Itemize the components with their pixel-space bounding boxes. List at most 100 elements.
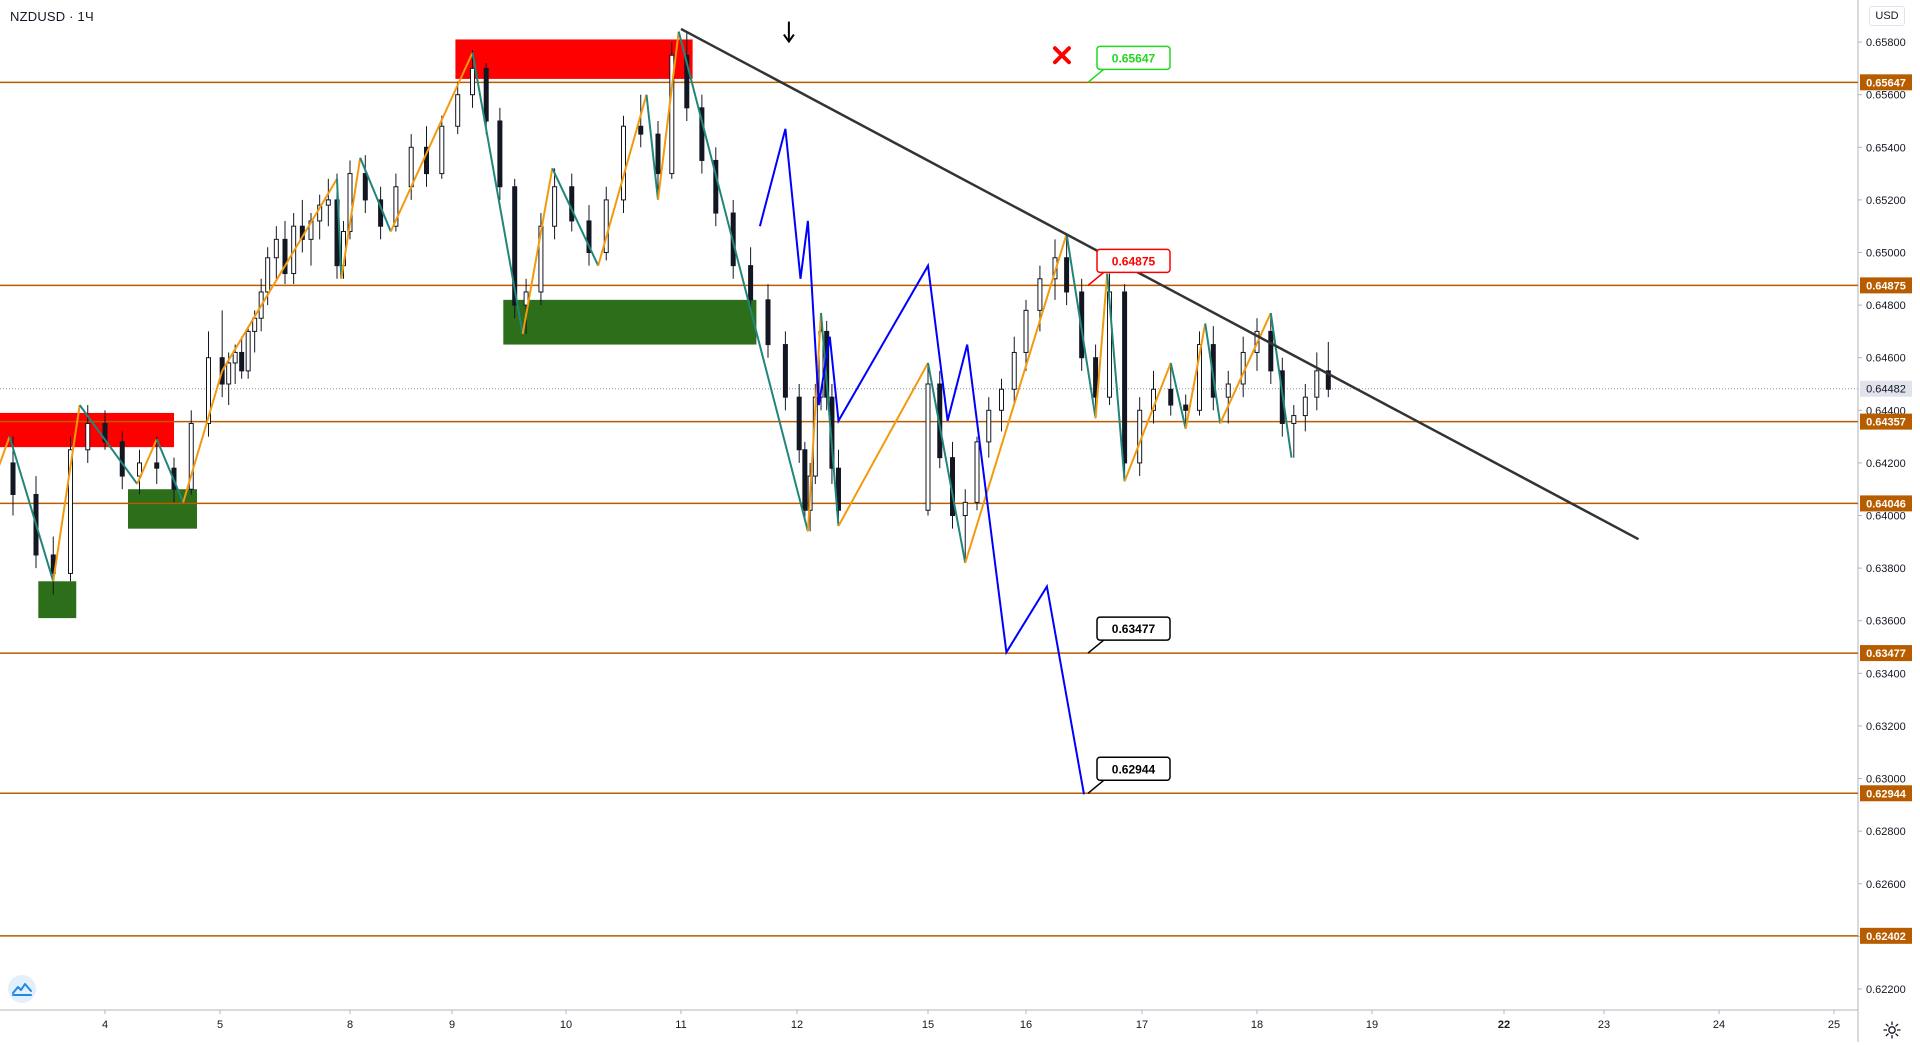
candle-body xyxy=(1168,388,1174,406)
zigzag-down-leg[interactable] xyxy=(645,94,659,201)
level-price-badge[interactable] xyxy=(1860,495,1912,512)
candle xyxy=(796,384,802,463)
candle-body xyxy=(347,173,353,232)
candle xyxy=(362,155,368,214)
zigzag-up-leg[interactable] xyxy=(1219,312,1272,424)
zigzag-down-leg[interactable] xyxy=(1106,273,1126,482)
zigzag-down-leg[interactable] xyxy=(1169,362,1187,429)
zigzag-up-leg[interactable] xyxy=(597,94,648,266)
demand-zone[interactable] xyxy=(128,489,197,529)
candle-body xyxy=(655,133,661,175)
x-axis-tick-label: 19 xyxy=(1366,1019,1378,1031)
candle-body xyxy=(569,186,575,222)
price-callout-target[interactable]: 0.63477 xyxy=(1087,616,1171,654)
zigzag-up-leg[interactable] xyxy=(182,370,224,503)
zigzag-up-leg[interactable] xyxy=(136,438,158,485)
candle-body xyxy=(68,449,73,574)
zigzag-down-leg[interactable] xyxy=(551,167,600,267)
zigzag-down-leg[interactable] xyxy=(1269,312,1293,458)
zigzag-up-leg[interactable] xyxy=(389,52,474,232)
candle-body xyxy=(802,449,808,511)
candle xyxy=(439,115,445,179)
zigzag-up-leg[interactable] xyxy=(1123,362,1172,482)
price-callout-retest[interactable]: 0.64875 xyxy=(1087,248,1171,286)
zigzag-up-leg[interactable] xyxy=(1094,273,1109,419)
zigzag-down-leg[interactable] xyxy=(1204,323,1222,424)
zigzag-down-leg[interactable] xyxy=(359,157,392,232)
zigzag-down-leg[interactable] xyxy=(927,362,967,564)
candle xyxy=(999,378,1004,432)
gear-icon[interactable] xyxy=(1882,1020,1902,1040)
candle xyxy=(1064,234,1070,306)
level-price-badge[interactable] xyxy=(1860,645,1912,662)
zigzag-up-leg[interactable] xyxy=(806,312,823,532)
y-axis-tick-label: 0.65800 xyxy=(1866,37,1906,49)
zigzag-up-leg[interactable] xyxy=(1184,323,1207,429)
candle-body xyxy=(1093,357,1099,398)
current-price-label: 0.64482 xyxy=(1866,384,1906,396)
candle xyxy=(782,331,788,411)
zigzag-down-leg[interactable] xyxy=(155,438,185,503)
callout-box xyxy=(1096,616,1171,641)
candle-body xyxy=(986,409,992,443)
zigzag-down-leg[interactable] xyxy=(1065,233,1097,419)
price-callout-target[interactable]: 0.62944 xyxy=(1087,756,1171,794)
candle xyxy=(1183,394,1189,429)
level-price-badge[interactable] xyxy=(1860,785,1912,802)
zigzag-up-leg[interactable] xyxy=(837,362,929,527)
level-price-label: 0.62944 xyxy=(1866,788,1907,800)
candle-body xyxy=(232,351,238,364)
candle xyxy=(232,344,238,385)
candle xyxy=(273,226,279,279)
level-price-badge[interactable] xyxy=(1860,277,1912,294)
level-price-badge[interactable] xyxy=(1860,413,1912,430)
zigzag-down-leg[interactable] xyxy=(820,312,840,527)
level-price-badge[interactable] xyxy=(1860,927,1912,944)
level-price-badge[interactable] xyxy=(1860,74,1912,91)
zigzag-up-leg[interactable] xyxy=(521,168,554,335)
cross-icon[interactable] xyxy=(1052,46,1071,65)
candle xyxy=(986,397,992,458)
supply-zone[interactable] xyxy=(455,39,693,79)
candle-body xyxy=(1064,257,1070,293)
arrow-down-icon[interactable] xyxy=(783,21,795,44)
zigzag-down-leg[interactable] xyxy=(78,404,139,485)
candle xyxy=(684,31,690,121)
y-axis-tick-label: 0.62600 xyxy=(1866,879,1906,891)
currency-button[interactable]: USD xyxy=(1869,6,1905,26)
candle-body xyxy=(408,146,414,188)
price-callout-invalidation[interactable]: 0.65647 xyxy=(1087,45,1171,83)
level-price-label: 0.64357 xyxy=(1866,417,1906,429)
x-axis-tick-label: 23 xyxy=(1598,1019,1610,1031)
zigzag-up-leg[interactable] xyxy=(964,233,1068,564)
zigzag-up-leg[interactable] xyxy=(340,157,362,279)
descending-trendline[interactable] xyxy=(680,27,1640,541)
demand-zone[interactable] xyxy=(38,581,77,619)
projection-path[interactable] xyxy=(758,128,1085,795)
candle xyxy=(424,126,429,187)
current-price-badge xyxy=(1860,380,1912,397)
y-axis-tick-label: 0.62200 xyxy=(1866,984,1906,996)
candle xyxy=(586,205,592,266)
zigzag-down-leg[interactable] xyxy=(471,52,524,335)
zigzag-up-leg[interactable] xyxy=(657,31,680,201)
candle-body xyxy=(282,238,288,275)
demand-zone[interactable] xyxy=(503,299,757,345)
zigzag-down-leg[interactable] xyxy=(336,178,343,279)
zigzag-down-leg[interactable] xyxy=(677,31,809,532)
zigzag-down-leg[interactable] xyxy=(8,436,55,582)
candle xyxy=(470,49,476,108)
candle-body xyxy=(1122,291,1128,464)
candle-body xyxy=(85,422,91,451)
x-axis-tick-label: 5 xyxy=(217,1019,223,1031)
candle-body xyxy=(552,186,558,227)
candle xyxy=(974,436,980,511)
tradingview-logo-icon[interactable] xyxy=(8,975,36,1003)
zigzag-up-leg[interactable] xyxy=(52,404,81,582)
x-axis-tick-label: 8 xyxy=(347,1019,353,1031)
candle-body xyxy=(483,67,489,122)
zigzag-up-leg[interactable] xyxy=(221,178,338,372)
zigzag-up-leg[interactable] xyxy=(0,436,11,555)
